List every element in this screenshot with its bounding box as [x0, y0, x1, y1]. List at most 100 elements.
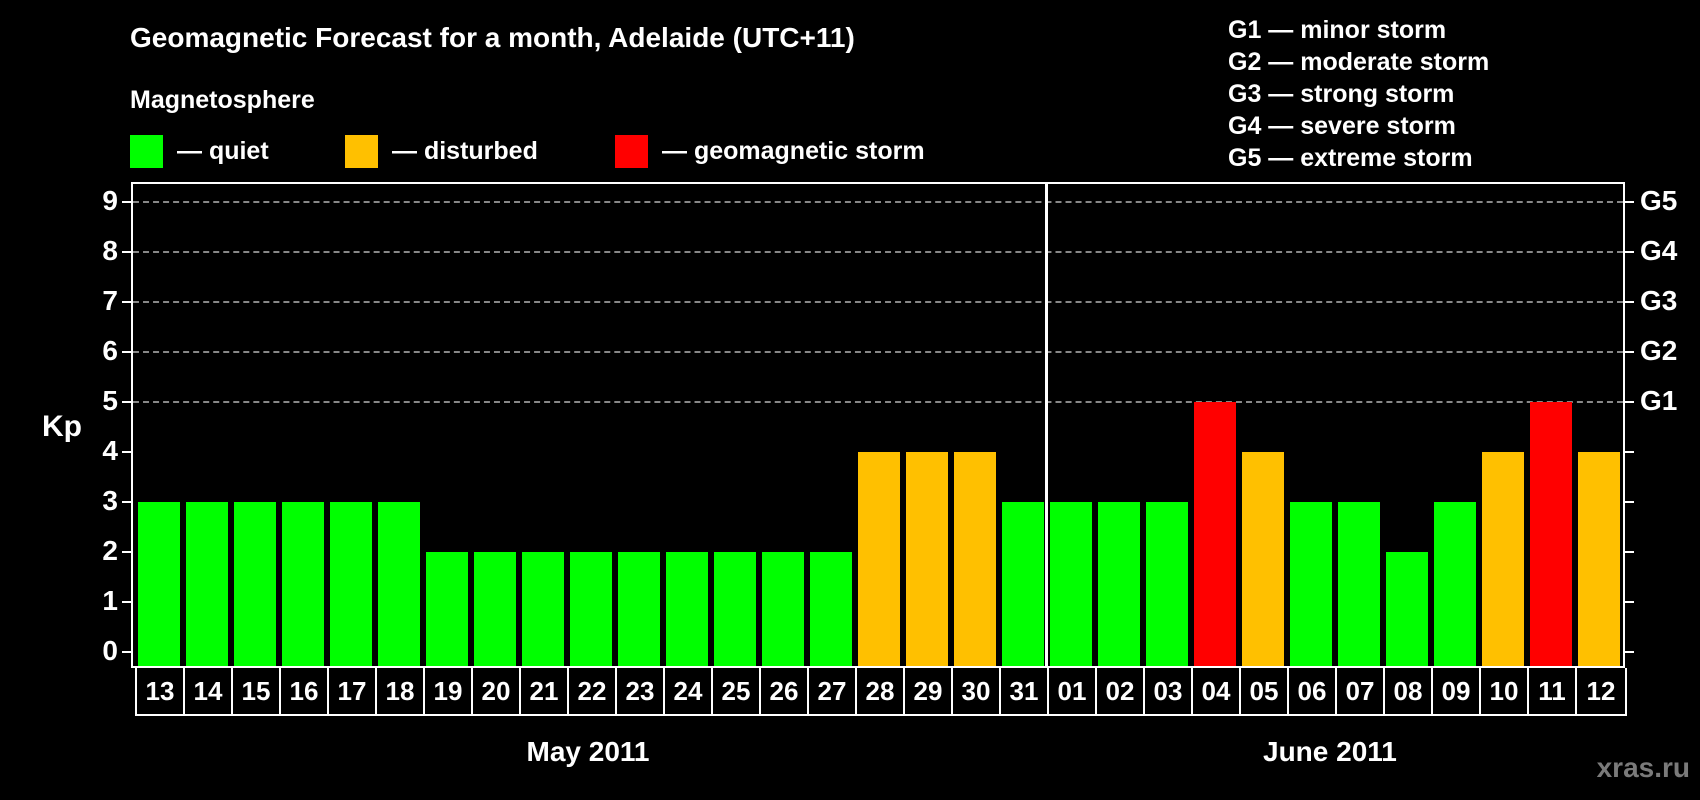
gridline: [133, 351, 1623, 353]
day-label: 27: [809, 668, 857, 714]
storm-swatch-icon: [615, 134, 648, 168]
y-tick: [122, 301, 131, 303]
day-label: 19: [425, 668, 473, 714]
day-label: 14: [185, 668, 233, 714]
day-label: 16: [281, 668, 329, 714]
bar-13: [138, 502, 180, 667]
y-tick-label: 1: [102, 585, 118, 616]
chart-title: Geomagnetic Forecast for a month, Adelai…: [130, 22, 855, 53]
y-tick-label: 5: [102, 385, 118, 416]
y-tick-right: [1625, 301, 1634, 303]
plot-frame: [131, 182, 1625, 668]
legend-disturbed: — disturbed: [345, 134, 538, 168]
day-label: 21: [521, 668, 569, 714]
day-label: 22: [569, 668, 617, 714]
y-tick-right: [1625, 351, 1634, 353]
g-scale-label: G5: [1640, 185, 1678, 216]
y-tick-right: [1625, 601, 1634, 603]
day-label: 11: [1529, 668, 1577, 714]
g-scale-label: G2: [1640, 335, 1678, 366]
y-axis-label: Kp: [42, 410, 82, 443]
y-tick-label: 0: [102, 635, 118, 666]
bar-25: [714, 552, 756, 667]
y-tick-right: [1625, 251, 1634, 253]
bar-26: [762, 552, 804, 667]
bar-16: [282, 502, 324, 667]
legend-storm: — geomagnetic storm: [615, 134, 925, 168]
bar-29: [906, 452, 948, 667]
day-label: 03: [1145, 668, 1193, 714]
day-label: 15: [233, 668, 281, 714]
day-label: 30: [953, 668, 1001, 714]
bar-31: [1002, 502, 1044, 667]
day-label: 01: [1049, 668, 1097, 714]
legend-quiet-label: — quiet: [177, 136, 269, 165]
watermark: xras.ru: [1596, 752, 1690, 783]
y-tick: [122, 251, 131, 253]
gridline: [133, 251, 1623, 253]
bar-18: [378, 502, 420, 667]
y-tick: [122, 351, 131, 353]
x-axis-day-labels: 13 14 15 16 17 18 19 20 21 22 23 24 25 26 27 28 29 30 31 01…: [135, 668, 1627, 716]
legend-storm-label: — geomagnetic storm: [662, 136, 925, 165]
day-label: 12: [1586, 676, 1616, 706]
day-label: 09: [1433, 668, 1481, 714]
day-label: 08: [1385, 668, 1433, 714]
bar-09: [1434, 502, 1476, 667]
quiet-swatch-icon: [130, 134, 163, 168]
y-tick-label: 6: [102, 335, 118, 366]
bar-02: [1098, 502, 1140, 667]
bar-05: [1242, 452, 1284, 667]
bar-06: [1290, 502, 1332, 667]
month-divider: [1045, 182, 1048, 668]
day-label: 05: [1241, 668, 1289, 714]
month-label-june: June 2011: [1263, 736, 1397, 767]
bar-27: [810, 552, 852, 667]
day-label: 17: [329, 668, 377, 714]
bar-17: [330, 502, 372, 667]
disturbed-swatch-icon: [345, 134, 378, 168]
g-scale-label: G4: [1640, 235, 1678, 266]
day-label: 07: [1337, 668, 1385, 714]
y-tick-right: [1625, 201, 1634, 203]
day-label: 02: [1097, 668, 1145, 714]
y-tick-right: [1625, 451, 1634, 453]
g4-description: G4 — severe storm: [1228, 112, 1456, 140]
y-tick-label: 8: [102, 235, 118, 266]
bar-28: [858, 452, 900, 667]
y-tick-label: 9: [102, 185, 118, 216]
y-tick: [122, 651, 131, 653]
y-tick: [122, 401, 131, 403]
y-tick: [122, 551, 131, 553]
y-tick: [122, 451, 131, 453]
g1-description: G1 — minor storm: [1228, 16, 1447, 44]
bar-10: [1482, 452, 1524, 667]
y-tick-label: 3: [102, 485, 118, 516]
legend-heading: Magnetosphere: [130, 86, 315, 114]
y-tick: [122, 201, 131, 203]
y-tick-label: 2: [102, 535, 118, 566]
day-label: 20: [473, 668, 521, 714]
day-label: 23: [617, 668, 665, 714]
legend-disturbed-label: — disturbed: [392, 136, 538, 165]
bar-12: [1578, 452, 1620, 667]
gridline: [133, 401, 1623, 403]
bar-20: [474, 552, 516, 667]
bar-22: [570, 552, 612, 667]
day-label: 06: [1289, 668, 1337, 714]
y-tick-right: [1625, 501, 1634, 503]
bar-24: [666, 552, 708, 667]
y-tick: [122, 501, 131, 503]
y-tick-label: 7: [102, 285, 118, 316]
day-label: 10: [1481, 668, 1529, 714]
y-tick-label: 4: [102, 435, 118, 466]
gridline: [133, 201, 1623, 203]
bar-07: [1338, 502, 1380, 667]
day-label: 04: [1193, 668, 1241, 714]
day-label: 13: [137, 668, 185, 714]
bar-03: [1146, 502, 1188, 667]
bar-14: [186, 502, 228, 667]
bar-21: [522, 552, 564, 667]
day-label: 18: [377, 668, 425, 714]
day-label: 29: [905, 668, 953, 714]
